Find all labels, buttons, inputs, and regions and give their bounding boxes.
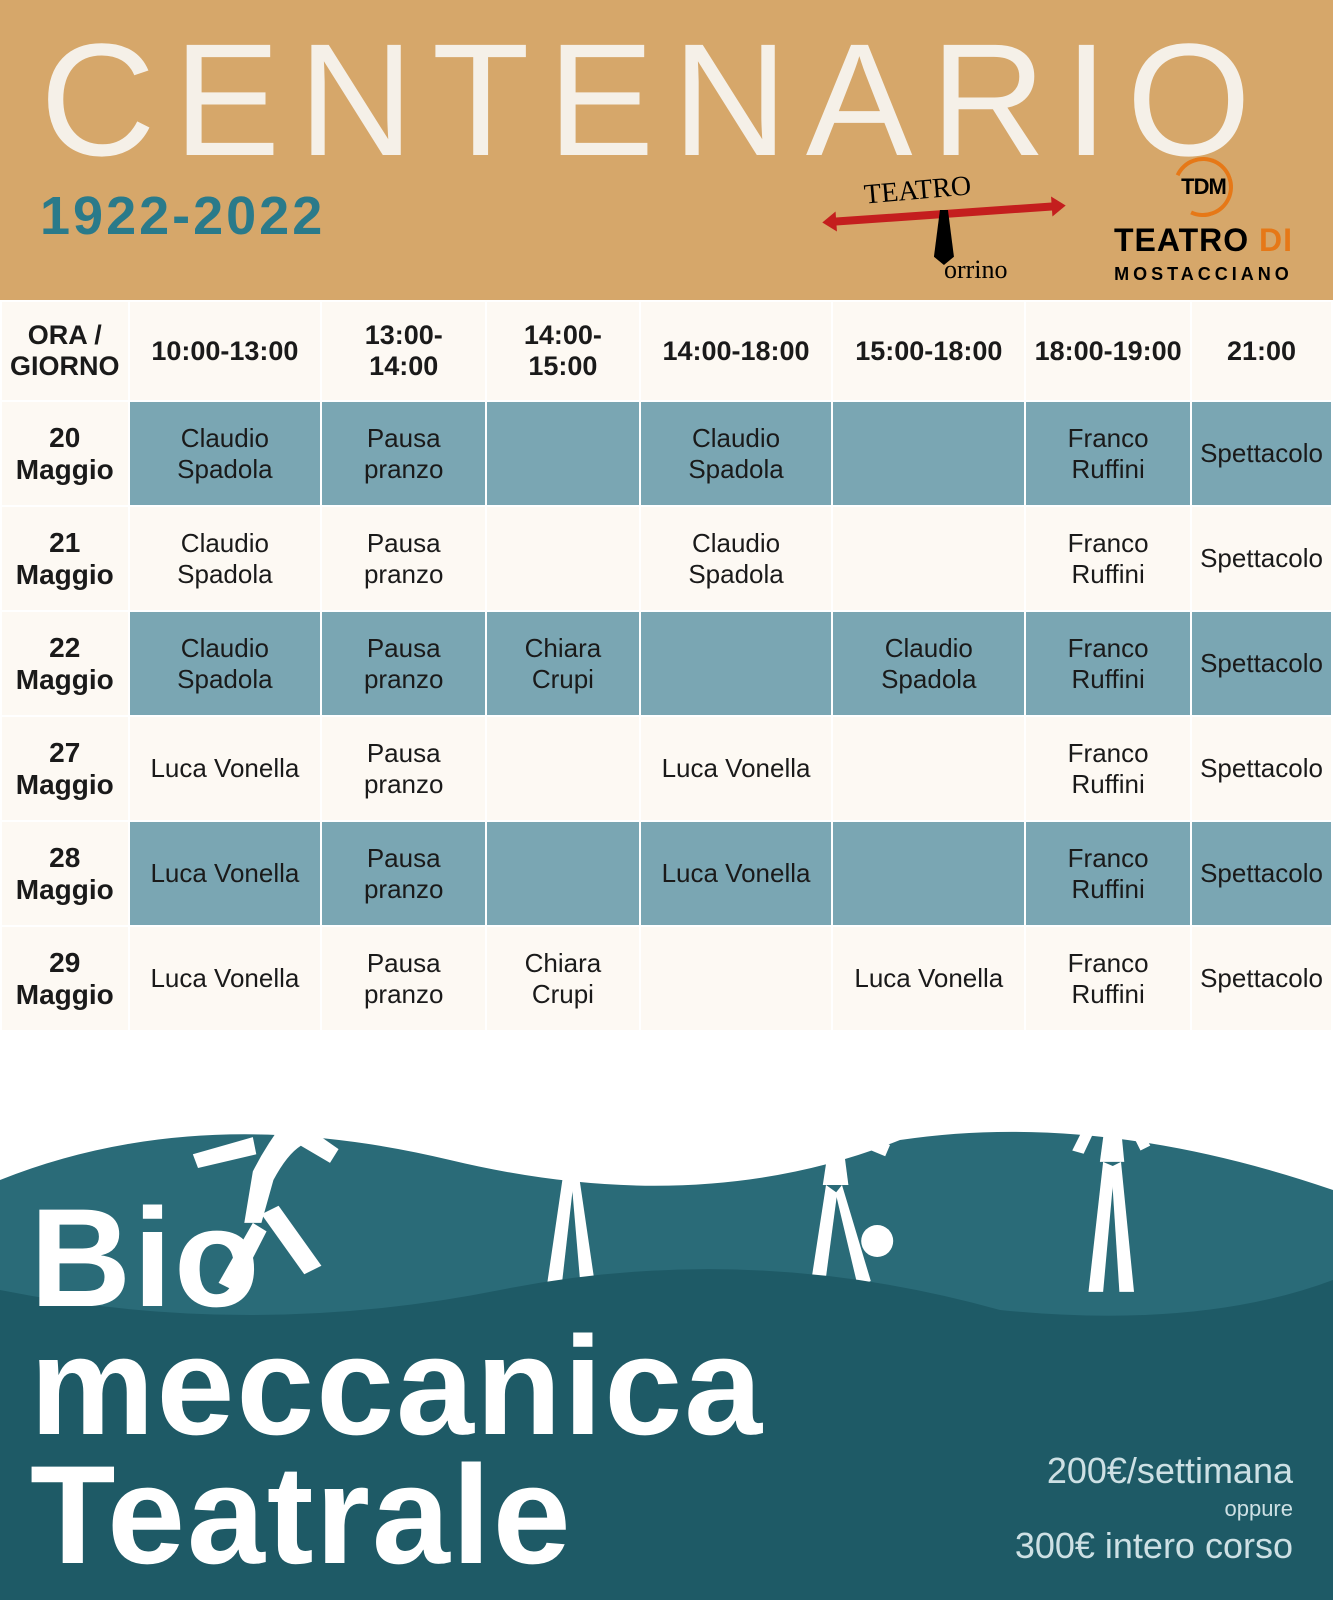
- schedule-cell: Pausa pranzo: [321, 821, 486, 926]
- schedule-cell: Claudio Spadola: [640, 401, 833, 506]
- day-cell: 29 Maggio: [1, 926, 129, 1031]
- col-header: ORA / GIORNO: [1, 301, 129, 401]
- logo-torrino: TEATRO orrino: [834, 175, 1054, 285]
- schedule-cell: Luca Vonella: [640, 716, 833, 821]
- table-row: 20 MaggioClaudio SpadolaPausa pranzoClau…: [1, 401, 1332, 506]
- schedule-cell: Franco Ruffini: [1025, 611, 1191, 716]
- table-row: 21 MaggioClaudio SpadolaPausa pranzoClau…: [1, 506, 1332, 611]
- schedule-cell: Franco Ruffini: [1025, 926, 1191, 1031]
- schedule-cell: [832, 401, 1025, 506]
- torrino-line1: TEATRO: [863, 170, 973, 211]
- footer-title-line3: Teatrale: [30, 1451, 764, 1580]
- footer-title: Bio meccanica Teatrale: [30, 1194, 764, 1580]
- schedule-cell: Pausa pranzo: [321, 926, 486, 1031]
- torrino-line2: orrino: [944, 255, 1008, 285]
- schedule-cell: Franco Ruffini: [1025, 401, 1191, 506]
- schedule-cell: Claudio Spadola: [832, 611, 1025, 716]
- table-row: 29 MaggioLuca VonellaPausa pranzoChiara …: [1, 926, 1332, 1031]
- col-header: 10:00-13:00: [129, 301, 322, 401]
- price-line1: 200€/settimana: [1015, 1448, 1293, 1495]
- schedule-cell: Claudio Spadola: [129, 401, 322, 506]
- schedule-cell: [640, 926, 833, 1031]
- tdm-circle-icon: TDM: [1173, 157, 1233, 217]
- col-header: 14:00-15:00: [486, 301, 640, 401]
- schedule-table: ORA / GIORNO 10:00-13:00 13:00-14:00 14:…: [0, 300, 1333, 1032]
- tdm-line1: TEATRO DI: [1114, 222, 1293, 259]
- schedule-cell: [832, 716, 1025, 821]
- col-header: 21:00: [1191, 301, 1332, 401]
- footer-title-line1: Bio: [30, 1194, 764, 1323]
- schedule-cell: [832, 821, 1025, 926]
- footer: Bio meccanica Teatrale 200€/settimana op…: [0, 1035, 1333, 1600]
- schedule-cell: [486, 401, 640, 506]
- schedule-cell: Chiara Crupi: [486, 926, 640, 1031]
- col-header: 13:00-14:00: [321, 301, 486, 401]
- schedule-cell: Claudio Spadola: [640, 506, 833, 611]
- schedule-cell: Spettacolo: [1191, 506, 1332, 611]
- schedule-cell: Luca Vonella: [640, 821, 833, 926]
- figure-icon: [762, 1070, 922, 1300]
- day-cell: 22 Maggio: [1, 611, 129, 716]
- schedule-cell: Luca Vonella: [129, 716, 322, 821]
- schedule-cell: Spettacolo: [1191, 611, 1332, 716]
- schedule-cell: [486, 716, 640, 821]
- tdm-line2: MOSTACCIANO: [1114, 264, 1293, 285]
- schedule-cell: Claudio Spadola: [129, 611, 322, 716]
- main-title: CENTENARIO: [40, 20, 1293, 180]
- schedule-cell: Pausa pranzo: [321, 716, 486, 821]
- schedule-cell: Pausa pranzo: [321, 506, 486, 611]
- tdm-letters: TDM: [1181, 174, 1226, 200]
- col-header: 14:00-18:00: [640, 301, 833, 401]
- schedule-cell: Spettacolo: [1191, 716, 1332, 821]
- col-header: 18:00-19:00: [1025, 301, 1191, 401]
- schedule-cell: [486, 821, 640, 926]
- schedule-cell: Pausa pranzo: [321, 401, 486, 506]
- schedule-cell: [640, 611, 833, 716]
- footer-title-line2: meccanica: [30, 1322, 764, 1451]
- day-cell: 20 Maggio: [1, 401, 129, 506]
- schedule-cell: Franco Ruffini: [1025, 506, 1191, 611]
- schedule-cell: Chiara Crupi: [486, 611, 640, 716]
- day-cell: 28 Maggio: [1, 821, 129, 926]
- schedule-cell: [832, 506, 1025, 611]
- day-cell: 27 Maggio: [1, 716, 129, 821]
- schedule-cell: Franco Ruffini: [1025, 716, 1191, 821]
- price-line2: oppure: [1015, 1495, 1293, 1524]
- schedule-cell: Pausa pranzo: [321, 611, 486, 716]
- col-header: 15:00-18:00: [832, 301, 1025, 401]
- table-header-row: ORA / GIORNO 10:00-13:00 13:00-14:00 14:…: [1, 301, 1332, 401]
- header: CENTENARIO 1922-2022 TEATRO orrino TDM T…: [0, 0, 1333, 300]
- footer-price: 200€/settimana oppure 300€ intero corso: [1015, 1448, 1293, 1570]
- table-row: 27 MaggioLuca VonellaPausa pranzoLuca Vo…: [1, 716, 1332, 821]
- schedule-cell: Spettacolo: [1191, 401, 1332, 506]
- schedule-cell: Luca Vonella: [129, 926, 322, 1031]
- schedule-cell: [486, 506, 640, 611]
- schedule-cell: Luca Vonella: [832, 926, 1025, 1031]
- logos-container: TEATRO orrino TDM TEATRO DI MOSTACCIANO: [834, 157, 1293, 285]
- schedule-cell: Luca Vonella: [129, 821, 322, 926]
- table-row: 28 MaggioLuca VonellaPausa pranzoLuca Vo…: [1, 821, 1332, 926]
- schedule-cell: Franco Ruffini: [1025, 821, 1191, 926]
- schedule-cell: Spettacolo: [1191, 926, 1332, 1031]
- day-cell: 21 Maggio: [1, 506, 129, 611]
- figure-icon: [1043, 1040, 1173, 1300]
- schedule-cell: Spettacolo: [1191, 821, 1332, 926]
- logo-tdm: TDM TEATRO DI MOSTACCIANO: [1114, 157, 1293, 285]
- price-line3: 300€ intero corso: [1015, 1523, 1293, 1570]
- table-row: 22 MaggioClaudio SpadolaPausa pranzoChia…: [1, 611, 1332, 716]
- schedule-cell: Claudio Spadola: [129, 506, 322, 611]
